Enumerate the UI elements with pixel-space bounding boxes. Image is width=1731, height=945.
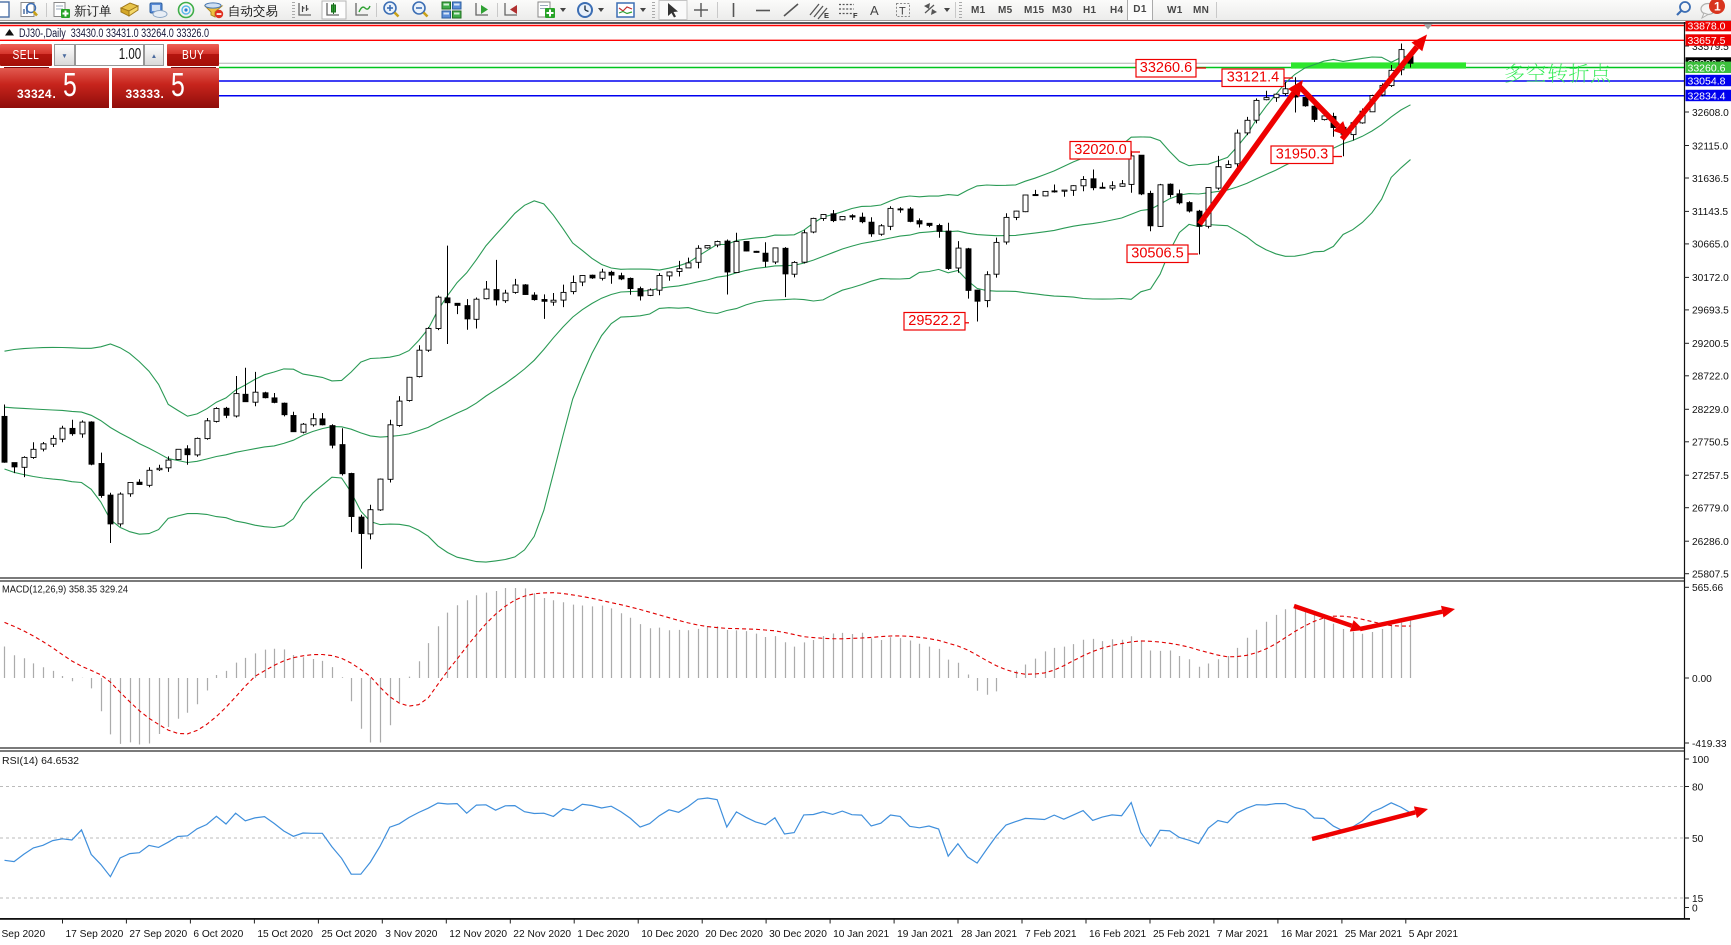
svg-text:RSI(14) 64.6532: RSI(14) 64.6532 — [2, 756, 79, 767]
svg-text:33260.6: 33260.6 — [1688, 62, 1726, 74]
svg-text:9 Sep 2020: 9 Sep 2020 — [0, 929, 45, 940]
svg-text:12 Nov 2020: 12 Nov 2020 — [449, 929, 507, 940]
svg-text:DJ30-,Daily 33430.0 33431.0 3: DJ30-,Daily 33430.0 33431.0 33264.0 3332… — [19, 28, 209, 40]
svg-text:A: A — [870, 3, 879, 18]
svg-text:15: 15 — [1692, 894, 1704, 905]
svg-text:33260.6: 33260.6 — [1140, 60, 1192, 76]
svg-text:25 Oct 2020: 25 Oct 2020 — [321, 929, 377, 940]
svg-text:16 Feb 2021: 16 Feb 2021 — [1089, 929, 1147, 940]
svg-text:3 Nov 2020: 3 Nov 2020 — [385, 929, 437, 940]
svg-text:F: F — [853, 11, 858, 20]
svg-text:80: 80 — [1692, 782, 1704, 793]
svg-text:15 Oct 2020: 15 Oct 2020 — [257, 929, 313, 940]
svg-text:31636.5: 31636.5 — [1692, 174, 1729, 185]
svg-text:31950.3: 31950.3 — [1276, 146, 1328, 162]
svg-text:22 Nov 2020: 22 Nov 2020 — [513, 929, 571, 940]
svg-text:33657.5: 33657.5 — [1688, 35, 1726, 47]
svg-text:26286.0: 26286.0 — [1692, 537, 1729, 548]
svg-text:17 Sep 2020: 17 Sep 2020 — [66, 929, 124, 940]
svg-text:27 Sep 2020: 27 Sep 2020 — [129, 929, 187, 940]
svg-text:MACD(12,26,9) 358.35 329.24: MACD(12,26,9) 358.35 329.24 — [2, 585, 128, 596]
svg-text:27257.5: 27257.5 — [1692, 471, 1729, 482]
svg-text:33121.4: 33121.4 — [1227, 69, 1279, 85]
svg-text:5 Apr 2021: 5 Apr 2021 — [1409, 929, 1459, 940]
svg-text:28229.0: 28229.0 — [1692, 405, 1729, 416]
svg-text:29200.5: 29200.5 — [1692, 339, 1729, 350]
svg-text:26779.0: 26779.0 — [1692, 504, 1729, 515]
svg-text:6 Oct 2020: 6 Oct 2020 — [193, 929, 243, 940]
svg-text:32115.0: 32115.0 — [1692, 141, 1728, 152]
svg-text:30665.0: 30665.0 — [1692, 240, 1729, 251]
svg-text:30 Dec 2020: 30 Dec 2020 — [769, 929, 827, 940]
svg-text:27750.5: 27750.5 — [1692, 438, 1729, 449]
svg-text:100: 100 — [1692, 755, 1709, 766]
svg-text:33054.8: 33054.8 — [1688, 76, 1726, 88]
svg-text:29693.5: 29693.5 — [1692, 306, 1729, 317]
svg-text:32834.4: 32834.4 — [1688, 91, 1726, 103]
svg-text:1 Dec 2020: 1 Dec 2020 — [577, 929, 629, 940]
svg-text:28722.0: 28722.0 — [1692, 372, 1729, 383]
svg-text:16 Mar 2021: 16 Mar 2021 — [1281, 929, 1339, 940]
svg-text:7 Feb 2021: 7 Feb 2021 — [1025, 929, 1077, 940]
svg-text:29522.2: 29522.2 — [908, 313, 960, 329]
svg-text:31143.5: 31143.5 — [1692, 207, 1728, 218]
svg-text:20 Dec 2020: 20 Dec 2020 — [705, 929, 763, 940]
svg-text:565.66: 565.66 — [1692, 583, 1723, 594]
svg-text:7 Mar 2021: 7 Mar 2021 — [1217, 929, 1269, 940]
svg-text:25 Mar 2021: 25 Mar 2021 — [1345, 929, 1403, 940]
svg-text:0: 0 — [1692, 903, 1698, 914]
svg-text:33878.0: 33878.0 — [1688, 21, 1726, 33]
svg-text:10 Dec 2020: 10 Dec 2020 — [641, 929, 699, 940]
svg-text:1: 1 — [1714, 0, 1721, 14]
svg-text:30172.0: 30172.0 — [1692, 273, 1729, 284]
svg-text:-419.33: -419.33 — [1692, 739, 1727, 750]
svg-text:25807.5: 25807.5 — [1692, 570, 1729, 581]
svg-text:28 Jan 2021: 28 Jan 2021 — [961, 929, 1017, 940]
svg-text:25 Feb 2021: 25 Feb 2021 — [1153, 929, 1211, 940]
svg-text:50: 50 — [1692, 834, 1704, 845]
svg-text:30506.5: 30506.5 — [1131, 245, 1183, 261]
svg-text:0.00: 0.00 — [1692, 674, 1712, 685]
svg-text:10 Jan 2021: 10 Jan 2021 — [833, 929, 889, 940]
svg-text:T: T — [899, 6, 906, 18]
svg-text:19 Jan 2021: 19 Jan 2021 — [897, 929, 953, 940]
svg-text:32020.0: 32020.0 — [1074, 142, 1126, 158]
svg-text:E: E — [824, 11, 829, 20]
svg-text:33579.5: 33579.5 — [1692, 42, 1729, 53]
svg-text:32608.0: 32608.0 — [1692, 108, 1729, 119]
